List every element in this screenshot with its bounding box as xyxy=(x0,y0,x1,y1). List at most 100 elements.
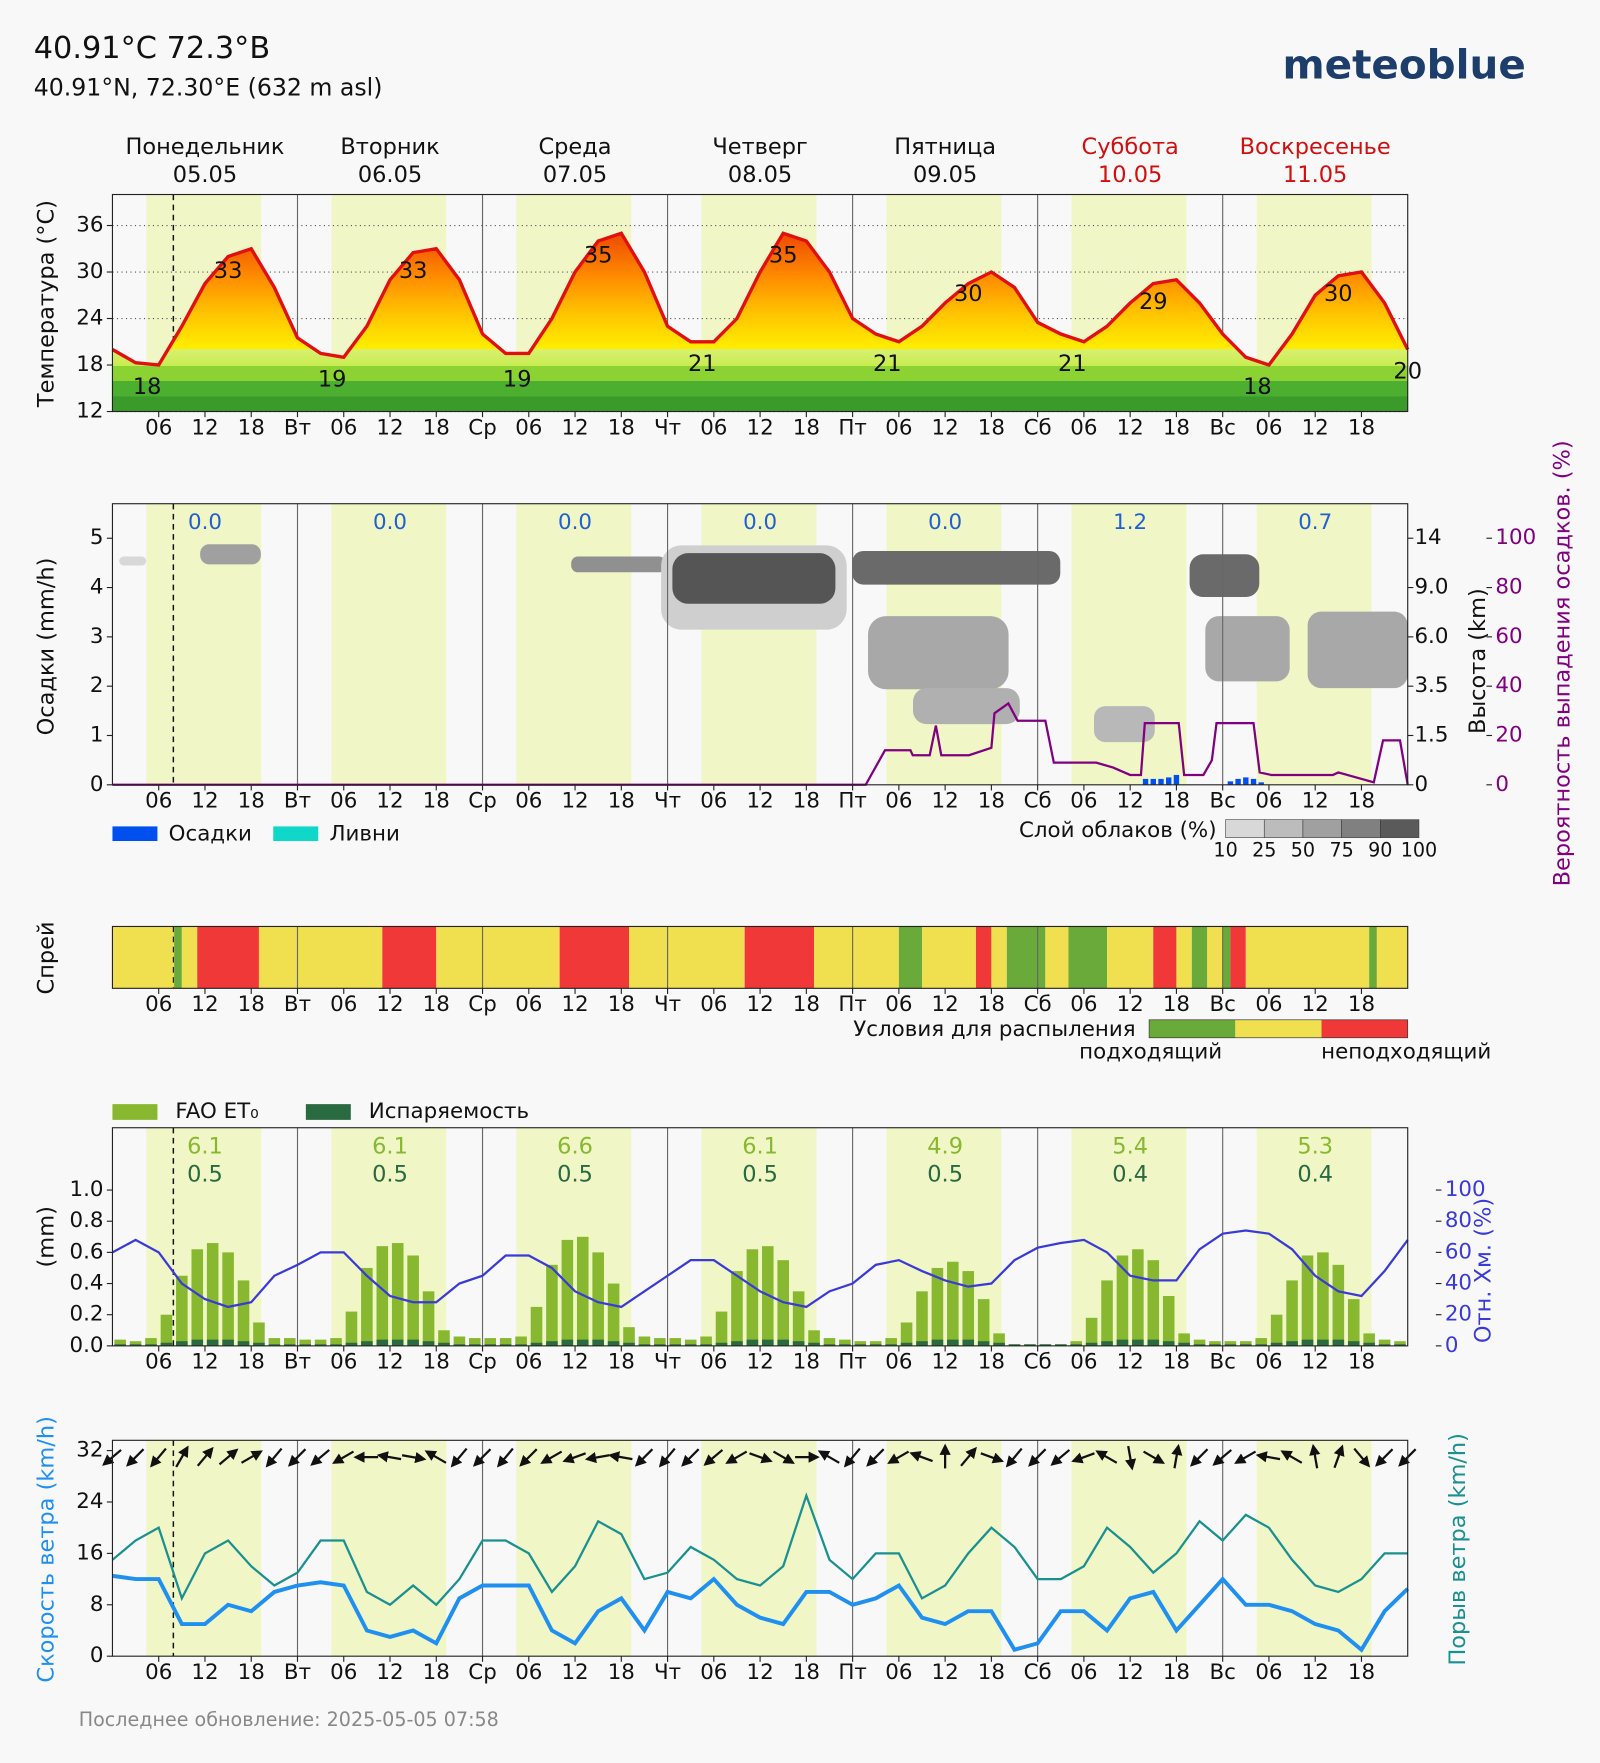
evaporation-bar xyxy=(1378,1344,1391,1346)
evaporation-bar xyxy=(391,1339,404,1346)
y-tick-label: 60 xyxy=(1445,1239,1472,1264)
wind-arrow xyxy=(634,1448,654,1467)
max-label: 30 xyxy=(954,281,983,307)
evaporation-bar xyxy=(1008,1344,1021,1346)
x-tick-label: 18 xyxy=(793,1660,820,1685)
et0-bar xyxy=(1178,1333,1190,1346)
evaporation-bar xyxy=(253,1342,265,1346)
et0-bar xyxy=(314,1339,327,1346)
y-tick-label: 32 xyxy=(76,1438,103,1463)
daily-total: 0.7 xyxy=(1298,510,1332,535)
y-tick-label: 0.8 xyxy=(69,1208,103,1233)
y-tick-label: 0 xyxy=(1495,772,1509,797)
evaporation-bar xyxy=(561,1339,574,1346)
et0-bar xyxy=(422,1291,435,1346)
et0-bar xyxy=(715,1311,728,1346)
wind-arrow xyxy=(1234,1450,1257,1464)
et0-bar xyxy=(1101,1280,1113,1346)
et0-bar xyxy=(638,1336,651,1346)
daily-evaporation: 0.4 xyxy=(1297,1161,1333,1187)
et0-bar xyxy=(160,1314,173,1346)
x-tick-label: Ср xyxy=(468,1350,496,1375)
x-tick-label: 18 xyxy=(423,992,450,1017)
et0-bar xyxy=(176,1275,188,1346)
et0-bar xyxy=(345,1311,358,1346)
x-tick-label: 18 xyxy=(978,415,1005,440)
y-tick-label: 36 xyxy=(76,213,103,238)
et0-bar xyxy=(623,1327,635,1346)
spray-segment xyxy=(1369,926,1377,989)
x-tick-label: 18 xyxy=(1163,415,1190,440)
et0-bar xyxy=(129,1341,142,1346)
spray-segment xyxy=(1107,926,1154,989)
evaporation-bar xyxy=(1178,1342,1190,1346)
x-tick-label: Вт xyxy=(284,415,311,440)
x-tick-label: 18 xyxy=(608,415,635,440)
et0-bar xyxy=(1162,1296,1175,1346)
et0-bar xyxy=(1347,1299,1360,1346)
min-label: 21 xyxy=(688,351,717,377)
daily-evaporation: 0.4 xyxy=(1112,1161,1148,1187)
evaporation-bar xyxy=(916,1341,928,1346)
evaporation-bar xyxy=(777,1339,789,1346)
evaporation-bar xyxy=(1085,1342,1098,1346)
x-tick-label: 18 xyxy=(793,992,820,1017)
evaporation-bar xyxy=(576,1339,589,1346)
x-tick-label: Ср xyxy=(468,789,496,814)
spray-segment xyxy=(1245,926,1370,989)
x-tick-label: 06 xyxy=(330,789,357,814)
max-label: 35 xyxy=(769,242,798,268)
x-tick-label: Пт xyxy=(838,1660,867,1685)
evaporation-bar xyxy=(330,1344,342,1346)
et0-bar xyxy=(1147,1260,1160,1346)
x-tick-label: 06 xyxy=(515,1660,542,1685)
wind-arrow xyxy=(703,1449,724,1466)
spray-segment xyxy=(1376,926,1408,989)
daily-et0: 6.1 xyxy=(187,1133,223,1159)
y-tick-label: 100 xyxy=(1495,525,1536,550)
evaporation-bar xyxy=(1039,1344,1052,1346)
y-tick-label: 40 xyxy=(1495,673,1522,698)
x-tick-label: 06 xyxy=(1070,992,1097,1017)
evaporation-bar xyxy=(993,1342,1005,1346)
evaporation-bar xyxy=(1301,1339,1314,1346)
daylight xyxy=(886,1440,1002,1657)
legend-swatch xyxy=(273,826,319,842)
wind-arrow xyxy=(150,1447,167,1468)
x-tick-label: 12 xyxy=(376,789,403,814)
evaporation-bar xyxy=(515,1344,527,1346)
x-tick-label: 06 xyxy=(885,992,912,1017)
cloud-legend-swatch xyxy=(1380,819,1420,838)
x-tick-label: 18 xyxy=(1348,1350,1375,1375)
x-tick-label: 12 xyxy=(1117,1660,1144,1685)
wind-arrow xyxy=(817,1450,840,1464)
wind-arrow xyxy=(1095,1450,1118,1464)
x-tick-label: 06 xyxy=(515,789,542,814)
spray-segment xyxy=(629,926,745,989)
x-tick-label: 06 xyxy=(700,415,727,440)
spray-legend-swatch xyxy=(1235,1019,1322,1038)
evaporation-bar xyxy=(947,1339,959,1346)
wind-arrow xyxy=(725,1450,748,1464)
max-label: 30 xyxy=(1324,281,1353,307)
evaporation-bar xyxy=(160,1342,173,1346)
evaporation-bar xyxy=(1193,1344,1206,1346)
evaporation-bar xyxy=(283,1344,296,1346)
et0-bar xyxy=(484,1338,497,1346)
evaporation-bar xyxy=(931,1339,944,1346)
wind-arrow xyxy=(519,1448,538,1467)
max-label: 35 xyxy=(584,242,613,268)
x-tick-label: 06 xyxy=(145,789,172,814)
x-tick-label: 18 xyxy=(1348,415,1375,440)
evaporation-bar xyxy=(1070,1344,1082,1346)
y-tick-label: 18 xyxy=(76,352,103,377)
day-date: 09.05 xyxy=(913,162,977,188)
spray-legend-frame xyxy=(1148,1019,1409,1039)
et0-bar xyxy=(253,1322,265,1346)
logo: meteoblue xyxy=(1282,40,1525,88)
evaporation-bar xyxy=(823,1344,836,1346)
x-tick-label: 18 xyxy=(1163,1660,1190,1685)
wind-arrow xyxy=(1280,1450,1303,1464)
x-tick-label: 18 xyxy=(238,789,265,814)
et0-bar xyxy=(684,1339,697,1346)
